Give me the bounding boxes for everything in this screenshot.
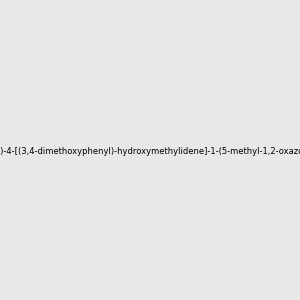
Text: (4E)-5-(4-tert-butylphenyl)-4-[(3,4-dimethoxyphenyl)-hydroxymethylidene]-1-(5-me: (4E)-5-(4-tert-butylphenyl)-4-[(3,4-dime… (0, 147, 300, 156)
